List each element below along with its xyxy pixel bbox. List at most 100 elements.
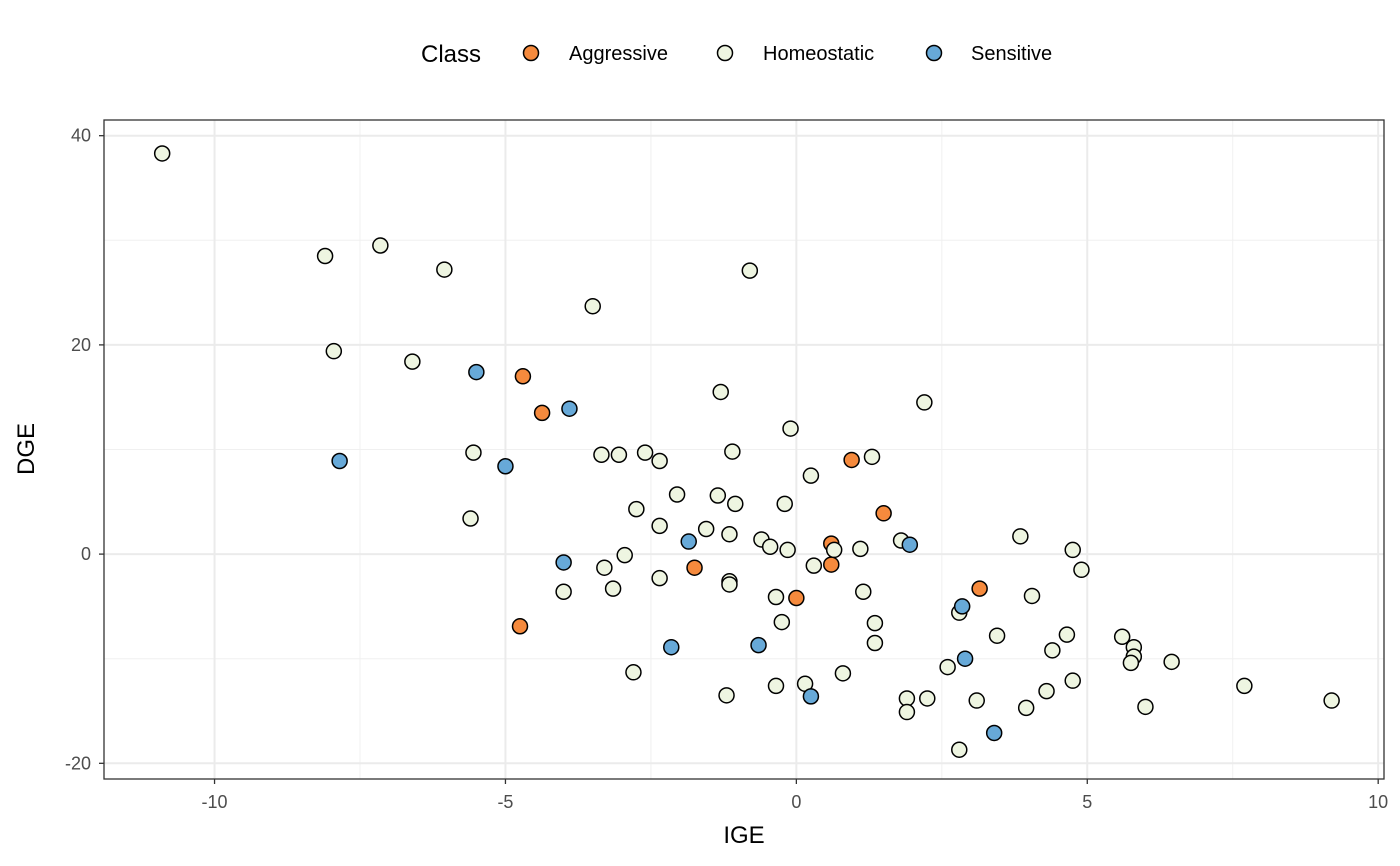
data-point-homeostatic	[951, 741, 968, 758]
legend-label-aggressive: Aggressive	[569, 43, 668, 65]
data-point-homeostatic	[802, 467, 820, 484]
data-point-homeostatic	[852, 540, 869, 558]
data-point-aggressive	[514, 368, 532, 385]
data-point-sensitive	[956, 650, 974, 667]
data-point-aggressive	[823, 556, 840, 573]
x-tick-label: 0	[791, 792, 801, 812]
data-point-homeostatic	[741, 262, 759, 279]
data-point-homeostatic	[898, 690, 916, 707]
data-point-homeostatic	[593, 446, 610, 463]
data-point-homeostatic	[776, 495, 793, 513]
data-point-homeostatic	[462, 510, 479, 527]
data-point-homeostatic	[866, 614, 884, 632]
data-point-aggressive	[686, 559, 703, 576]
data-point-homeostatic	[404, 353, 421, 370]
data-point-homeostatic	[767, 588, 785, 606]
data-point-homeostatic	[604, 580, 622, 597]
data-point-sensitive	[663, 638, 680, 656]
data-point-homeostatic	[668, 486, 686, 503]
data-point-sensitive	[497, 457, 514, 475]
data-point-homeostatic	[727, 495, 744, 513]
data-point-homeostatic	[1064, 672, 1081, 689]
data-point-homeostatic	[724, 443, 741, 460]
y-tick-label: 0	[81, 544, 91, 564]
y-tick-label: -20	[65, 753, 91, 773]
data-point-homeostatic	[855, 583, 872, 601]
data-point-homeostatic	[651, 569, 668, 587]
x-tick-label: 10	[1368, 792, 1388, 812]
x-tick-label: -5	[497, 792, 513, 812]
data-point-sensitive	[750, 636, 767, 654]
data-point-homeostatic	[628, 500, 645, 518]
data-point-homeostatic	[1236, 677, 1253, 695]
data-point-sensitive	[985, 724, 1003, 742]
data-point-homeostatic	[316, 247, 334, 265]
data-point-sensitive	[802, 688, 820, 705]
data-point-sensitive	[468, 363, 485, 381]
data-point-homeostatic	[709, 487, 727, 504]
legend-key-aggressive	[522, 44, 540, 62]
data-point-homeostatic	[767, 677, 785, 695]
plot-border	[103, 119, 1385, 780]
data-point-sensitive	[561, 400, 578, 417]
data-point-homeostatic	[988, 627, 1006, 644]
data-point-homeostatic	[651, 517, 668, 535]
data-point-homeostatic	[1023, 587, 1041, 605]
data-point-homeostatic	[919, 690, 936, 707]
legend-label-sensitive: Sensitive	[971, 43, 1052, 65]
data-point-homeostatic	[1044, 642, 1061, 659]
data-point-sensitive	[680, 533, 697, 550]
data-point-aggressive	[511, 618, 529, 635]
legend-title: Class	[421, 41, 481, 68]
data-point-homeostatic	[721, 525, 738, 543]
data-point-homeostatic	[1113, 628, 1131, 645]
data-point-homeostatic	[1038, 682, 1055, 700]
data-point-homeostatic	[1163, 653, 1180, 671]
data-point-homeostatic	[1137, 698, 1154, 716]
data-point-homeostatic	[325, 342, 343, 360]
y-axis: -20 0 20 40	[65, 126, 104, 773]
y-tick-label: 40	[71, 126, 91, 146]
data-point-homeostatic	[555, 583, 572, 601]
data-point-homeostatic	[651, 452, 668, 470]
data-point-homeostatic	[625, 664, 642, 681]
data-point-homeostatic	[1323, 692, 1340, 709]
data-point-homeostatic	[916, 394, 933, 411]
data-point-homeostatic	[436, 261, 453, 278]
data-point-aggressive	[843, 451, 860, 469]
data-point-homeostatic	[721, 576, 738, 593]
data-point-homeostatic	[1012, 528, 1029, 545]
data-point-aggressive	[533, 404, 551, 422]
data-point-homeostatic	[596, 559, 613, 576]
data-point-homeostatic	[584, 297, 601, 315]
legend: Class Aggressive Homeostatic Sensitive	[421, 41, 1052, 68]
data-point-homeostatic	[1058, 626, 1076, 643]
data-point-homeostatic	[712, 383, 729, 401]
x-tick-label: 5	[1082, 792, 1092, 812]
data-point-homeostatic	[697, 520, 715, 538]
data-point-homeostatic	[1064, 541, 1081, 559]
x-axis-title: IGE	[723, 822, 764, 849]
y-tick-label: 20	[71, 335, 91, 355]
x-axis: -10 -5 0 5 10	[202, 779, 1388, 812]
data-point-homeostatic	[718, 687, 735, 704]
data-point-sensitive	[901, 536, 919, 553]
data-point-homeostatic	[773, 613, 791, 631]
data-point-aggressive	[971, 580, 988, 597]
data-point-homeostatic	[779, 541, 796, 559]
legend-label-homeostatic: Homeostatic	[763, 43, 874, 65]
data-point-homeostatic	[805, 557, 823, 574]
data-point-sensitive	[555, 554, 572, 571]
data-point-sensitive	[953, 598, 971, 615]
data-point-aggressive	[875, 505, 892, 522]
data-point-homeostatic	[153, 145, 171, 162]
data-point-homeostatic	[1017, 699, 1035, 717]
y-axis-title: DGE	[13, 423, 40, 475]
data-point-homeostatic	[616, 546, 633, 564]
data-point-homeostatic	[863, 448, 881, 466]
data-point-homeostatic	[898, 703, 916, 721]
data-point-sensitive	[331, 452, 348, 470]
legend-key-sensitive	[925, 44, 943, 62]
data-point-aggressive	[788, 589, 805, 607]
